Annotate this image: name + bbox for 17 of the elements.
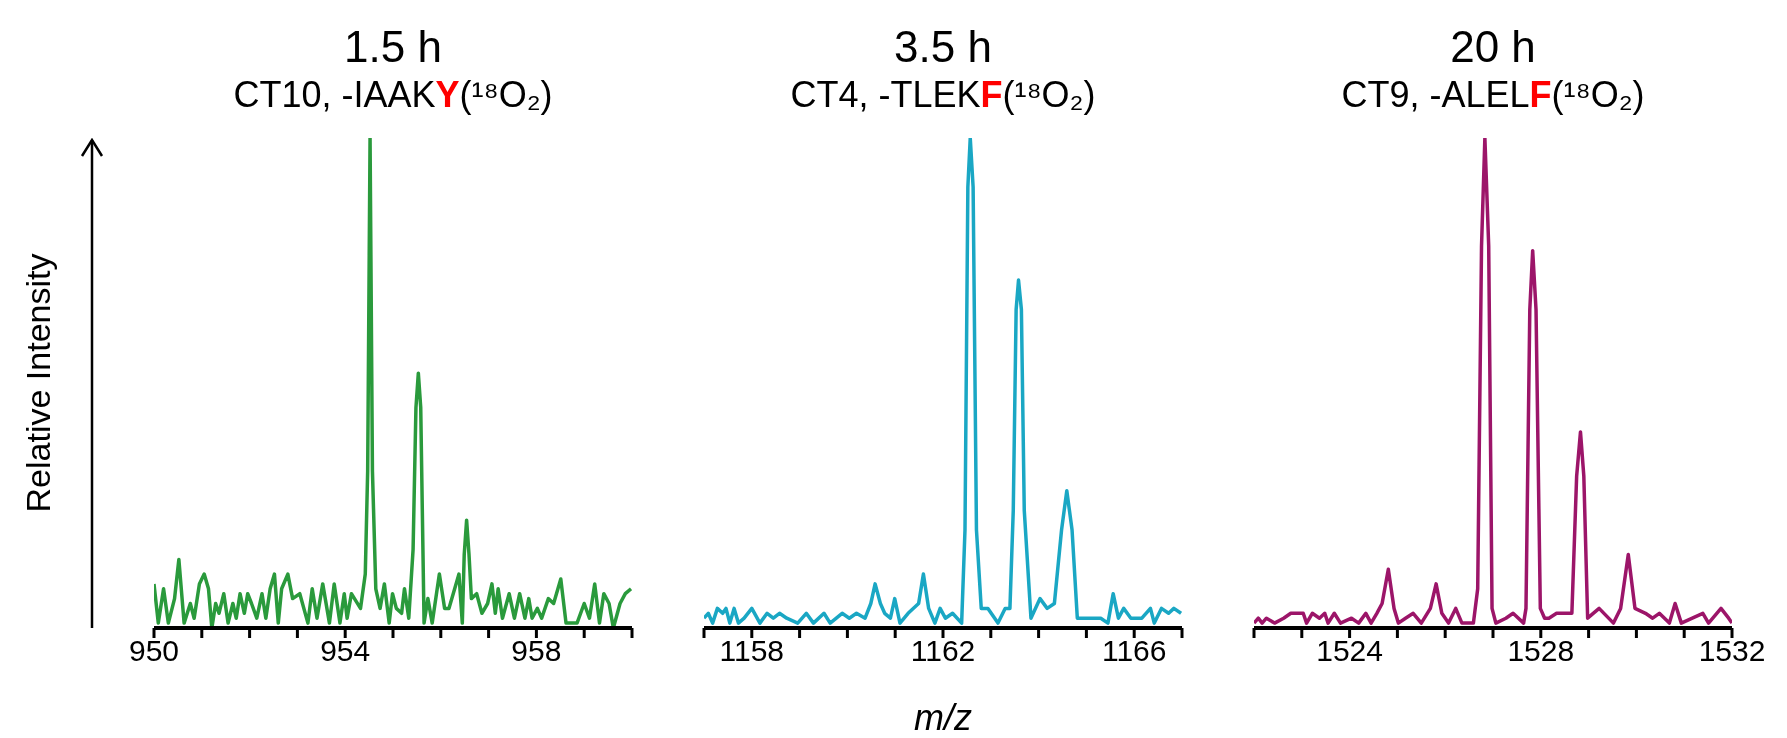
y-axis-title: Relative Intensity [18,253,58,513]
chart-subtitle: CT9, -ALELF(¹⁸O₂) [1341,74,1645,115]
x-tick-label: 958 [511,634,562,668]
x-axis-title: m/z [914,697,972,738]
x-tick-label: 1162 [910,634,976,668]
x-tick-label: 1166 [1101,634,1167,668]
chart-subtitle: CT4, -TLEKF(¹⁸O₂) [790,74,1096,115]
chart-title: 3.5 h [893,21,993,72]
x-tick-label: 954 [320,634,371,668]
x-tick-label: 1524 [1316,634,1383,668]
x-tick-label: 1528 [1507,634,1575,668]
chart-title: 20 h [1449,21,1537,72]
x-tick-label: 1158 [719,634,785,668]
x-tick-label: 950 [128,634,180,668]
x-tick-label: 1532 [1698,634,1766,668]
chart-title: 1.5 h [343,21,443,72]
chart-subtitle: CT10, -IAAKY(¹⁸O₂) [233,74,553,115]
